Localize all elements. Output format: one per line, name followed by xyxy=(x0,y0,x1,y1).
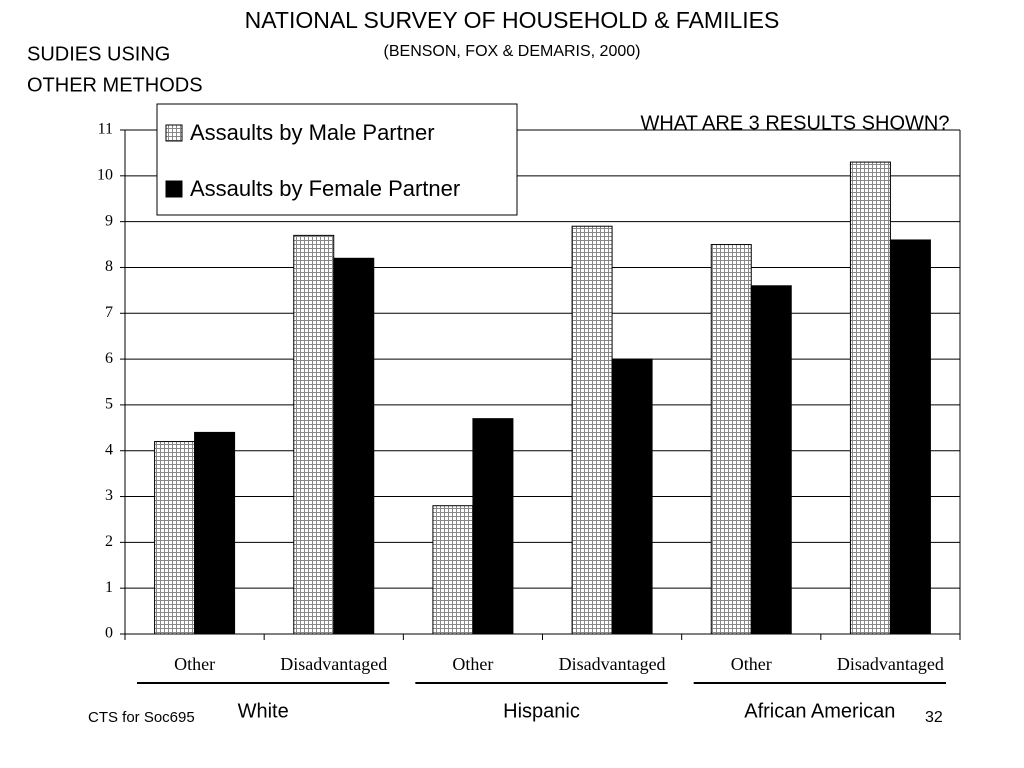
group-label: African American xyxy=(744,700,895,722)
legend-swatch xyxy=(165,180,183,198)
y-tick-label: 5 xyxy=(105,396,113,413)
legend-box xyxy=(156,103,518,216)
bar xyxy=(571,225,613,635)
chart-subtitle: (BENSON, FOX & DEMARIS, 2000) xyxy=(384,43,641,60)
legend-label: Assaults by Female Partner xyxy=(190,176,460,201)
y-tick-label: 9 xyxy=(105,212,113,229)
legend-swatch xyxy=(165,124,183,142)
y-tick-label: 8 xyxy=(105,258,113,275)
bar xyxy=(889,239,931,635)
x-tick-label: Disadvantaged xyxy=(559,654,666,674)
chart-title: NATIONAL SURVEY OF HOUSEHOLD & FAMILIES xyxy=(245,7,780,33)
y-tick-label: 4 xyxy=(105,441,113,458)
y-tick-label: 2 xyxy=(105,533,113,550)
question: WHAT ARE 3 RESULTS SHOWN? xyxy=(641,112,950,134)
y-tick-label: 7 xyxy=(105,304,113,321)
x-tick-label: Other xyxy=(731,654,772,674)
bar xyxy=(154,441,196,635)
bar xyxy=(194,431,236,635)
bar xyxy=(472,418,514,635)
x-tick-label: Disadvantaged xyxy=(837,654,944,674)
footer: CTS for Soc695 xyxy=(88,709,195,726)
x-tick-label: Disadvantaged xyxy=(280,654,387,674)
x-tick-label: Other xyxy=(174,654,215,674)
y-tick-label: 1 xyxy=(105,579,113,596)
heading-line: SUDIES USING xyxy=(27,43,170,65)
y-tick-label: 11 xyxy=(98,121,113,138)
y-tick-label: 6 xyxy=(105,350,113,367)
legend-label: Assaults by Male Partner xyxy=(190,120,435,145)
y-tick-label: 3 xyxy=(105,487,113,504)
y-tick-label: 0 xyxy=(105,625,113,642)
group-label: Hispanic xyxy=(503,700,580,722)
group-label: White xyxy=(238,700,289,722)
page-number: 32 xyxy=(925,709,943,726)
bar xyxy=(293,234,335,635)
bar xyxy=(750,285,792,635)
x-tick-label: Other xyxy=(452,654,493,674)
bar xyxy=(710,244,752,635)
bar xyxy=(611,358,653,635)
bar xyxy=(849,161,891,635)
heading-line: OTHER METHODS xyxy=(27,74,203,96)
bar xyxy=(333,257,375,635)
y-tick-label: 10 xyxy=(97,166,113,183)
bar xyxy=(432,505,474,635)
